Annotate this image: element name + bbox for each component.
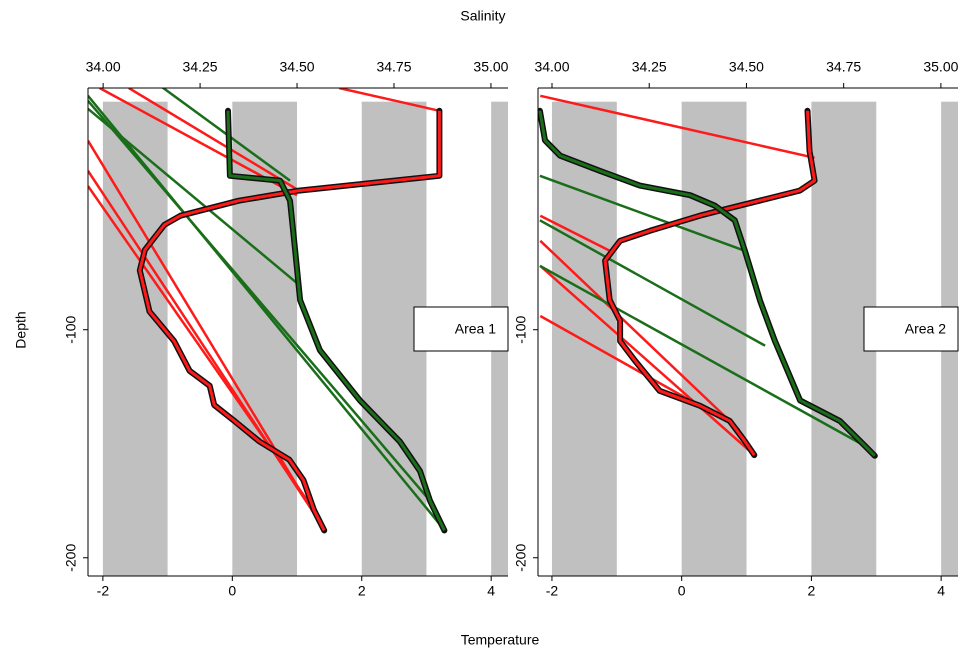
y-tick-label: -100 xyxy=(513,316,529,344)
connector-line xyxy=(539,264,866,448)
y-tick-label: -200 xyxy=(63,544,79,572)
annotation-box xyxy=(863,306,959,352)
x-tick-label: 2 xyxy=(808,583,816,599)
annotation-box xyxy=(413,306,509,352)
y-tick-label: -200 xyxy=(513,544,529,572)
annotation: Area 1 xyxy=(455,321,496,337)
connector-line xyxy=(539,264,756,457)
x2-tick-label: 34.25 xyxy=(183,59,218,75)
temperature-band xyxy=(681,101,747,576)
x-axis-label: Temperature xyxy=(461,632,540,648)
connector-line xyxy=(338,88,440,113)
x-tick-label: 4 xyxy=(487,583,495,599)
x2-tick-label: 34.25 xyxy=(632,59,667,75)
x2-tick-label: 34.75 xyxy=(826,59,861,75)
y-axis-label: Depth xyxy=(13,311,29,348)
connector-line xyxy=(88,95,446,532)
panel: -2 0 2 4 34.00 34.25 34.50 34.75 35.00 -100 -200 Ar… xyxy=(513,59,959,599)
x2-axis-label: Salinity xyxy=(460,8,505,24)
connector-line xyxy=(128,88,300,192)
x-tick-label: -2 xyxy=(97,583,110,599)
panel: -2 0 2 4 34.00 34.25 34.50 34.75 35.00 -100 -200 Ar… xyxy=(63,59,509,599)
connector-line xyxy=(539,174,746,252)
connector-line xyxy=(540,94,815,160)
connector-line xyxy=(88,140,326,532)
x-tick-label: 4 xyxy=(937,583,945,599)
profile-line xyxy=(138,110,441,532)
x2-tick-label: 35.00 xyxy=(473,59,508,75)
x-tick-label: 0 xyxy=(678,583,686,599)
connector-line xyxy=(539,214,611,252)
connector-line xyxy=(539,239,741,432)
x2-tick-label: 34.00 xyxy=(86,59,121,75)
x-tick-label: 2 xyxy=(358,583,366,599)
connector-line xyxy=(88,185,315,511)
connector-line xyxy=(88,99,431,502)
x2-tick-label: 34.50 xyxy=(280,59,315,75)
x-tick-label: -2 xyxy=(546,583,559,599)
profile-line xyxy=(603,110,817,456)
profile-line xyxy=(538,110,876,457)
connector-line xyxy=(88,107,301,287)
connector-line xyxy=(161,88,291,182)
temperature-band xyxy=(102,101,168,576)
x2-tick-label: 34.50 xyxy=(729,59,764,75)
profile-line xyxy=(226,110,446,532)
y-tick-label: -100 xyxy=(63,316,79,344)
annotation: Area 2 xyxy=(905,321,946,337)
temperature-band xyxy=(551,101,617,576)
x2-tick-label: 34.75 xyxy=(376,59,411,75)
x-tick-label: 0 xyxy=(228,583,236,599)
series-group xyxy=(88,88,448,534)
x2-tick-label: 35.00 xyxy=(923,59,958,75)
series-group xyxy=(538,94,878,459)
connector-line xyxy=(539,219,766,347)
connector-line xyxy=(539,314,701,407)
x2-tick-label: 34.00 xyxy=(534,59,569,75)
